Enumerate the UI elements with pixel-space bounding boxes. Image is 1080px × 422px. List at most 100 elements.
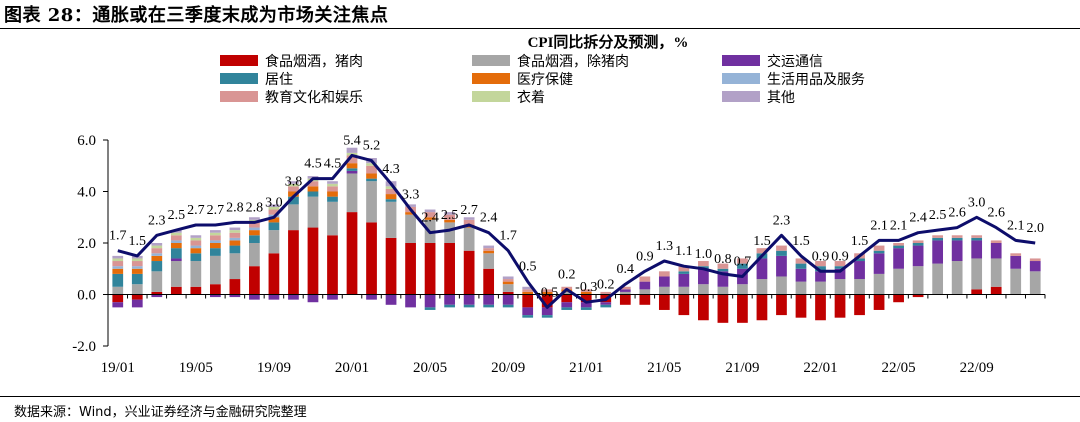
bar-segment <box>561 302 573 308</box>
bar-segment <box>249 222 260 228</box>
bar-segment <box>131 266 143 269</box>
bar-segment <box>170 286 182 295</box>
cpi-point-label: 2.4 <box>421 211 439 226</box>
x-tick-label: 19/01 <box>101 360 135 376</box>
bar-segment <box>209 235 221 241</box>
bar-segment <box>815 281 826 295</box>
cpi-point-label: 1.5 <box>851 234 869 249</box>
legend-swatch <box>472 73 510 84</box>
bar-segment <box>288 204 299 231</box>
bar-segment <box>834 266 846 269</box>
bar-segment <box>873 273 885 295</box>
bar-segment <box>717 286 729 295</box>
cpi-point-label: 2.3 <box>773 213 791 228</box>
bar-segment <box>990 240 1002 243</box>
bar-segment <box>541 289 553 292</box>
bar-segment <box>405 204 416 207</box>
bar-segment <box>522 286 534 290</box>
bar-segment <box>541 315 553 318</box>
bar-segment <box>893 248 904 269</box>
bar-segment <box>249 235 260 243</box>
bar-segment <box>170 232 182 236</box>
cpi-point-label: 1.3 <box>656 239 674 254</box>
cpi-point-label: 1.5 <box>129 234 147 249</box>
bar-segment <box>444 243 455 295</box>
bar-segment <box>190 253 202 262</box>
x-axis: 19/01 19/05 19/09 20/01 20/05 20/09 21/01 21/05… <box>101 294 1046 376</box>
legend-label: 交运通信 <box>767 53 823 70</box>
bar-segment <box>229 245 241 254</box>
bar-segment <box>795 258 807 264</box>
bar-segment <box>249 217 260 220</box>
x-tick-label: 19/09 <box>257 360 291 376</box>
bar-segment <box>893 294 904 303</box>
bar-segment <box>405 212 416 215</box>
bar-segment <box>932 235 944 238</box>
bar-segment <box>327 186 338 192</box>
bar-segment <box>268 209 280 215</box>
bar-segment <box>229 279 241 295</box>
cpi-point-label: 4.5 <box>324 157 342 172</box>
bar-segment <box>229 237 241 241</box>
bar-segment <box>737 258 748 264</box>
bar-segment <box>698 294 709 321</box>
bar-segment <box>893 243 904 246</box>
cpi-point-label: 2.0 <box>1026 221 1044 236</box>
bar-segment <box>131 261 143 267</box>
bar-segment <box>951 240 963 262</box>
bar-segment <box>209 243 221 249</box>
bar-segment <box>229 240 241 246</box>
bar-segment <box>795 263 807 269</box>
cpi-point-label: 3.0 <box>968 195 986 210</box>
bar-segment <box>366 222 377 295</box>
bar-segment <box>346 212 358 295</box>
bar-segment <box>756 294 768 321</box>
bar-segment <box>698 268 709 285</box>
bar-segment <box>112 294 124 303</box>
bar-segment <box>249 230 260 236</box>
bar-segment <box>327 183 338 187</box>
bar-segment <box>463 294 475 305</box>
bar-segment <box>483 248 495 251</box>
bar-segment <box>483 245 495 249</box>
cpi-line-group <box>117 153 1036 309</box>
bar-segment <box>190 248 202 254</box>
x-tick-label: 22/09 <box>960 360 994 376</box>
bar-segment <box>268 206 280 210</box>
bar-segment <box>717 268 729 272</box>
cpi-point-label: 0.7 <box>734 254 752 269</box>
bar-segment <box>209 240 221 243</box>
bar-segment <box>307 294 319 303</box>
bar-segment <box>912 240 924 243</box>
bar-segment <box>424 294 436 308</box>
cpi-point-label: 1.5 <box>792 234 810 249</box>
legend-swatch <box>472 55 510 66</box>
bar-segment <box>190 286 202 295</box>
y-tick-label: 0.0 <box>77 288 96 304</box>
bar-segment <box>873 250 885 254</box>
cpi-point-label: 2.7 <box>187 203 205 218</box>
bar-segment <box>307 191 319 197</box>
bar-segment <box>1029 271 1041 295</box>
bar-segment <box>834 261 846 267</box>
bar-segment <box>346 170 358 174</box>
legend-label: 食品烟酒，猪肉 <box>265 53 363 70</box>
bar-segment <box>580 294 592 303</box>
bar-segment <box>366 173 377 179</box>
bar-segment <box>288 186 299 192</box>
bar-segment <box>327 181 338 184</box>
bar-segment <box>424 212 436 218</box>
bar-segment <box>561 294 573 303</box>
bar-segment <box>209 248 221 256</box>
bar-segment <box>619 286 631 290</box>
bar-segment <box>815 266 826 272</box>
y-tick-label: 6.0 <box>77 133 96 149</box>
bar-segment <box>385 188 397 195</box>
bar-segment <box>737 263 748 269</box>
cpi-point-label: 2.8 <box>246 200 264 215</box>
point-labels: 1.7 1.52.3 2.5 2.7 2.7 2.8 2.8 3.03.84.5 4.55.4 5… <box>109 133 1044 300</box>
legend-swatch <box>722 91 760 102</box>
cpi-point-label: 2.8 <box>226 200 244 215</box>
legend-label: 衣着 <box>517 90 545 106</box>
bar-segment <box>424 217 436 220</box>
